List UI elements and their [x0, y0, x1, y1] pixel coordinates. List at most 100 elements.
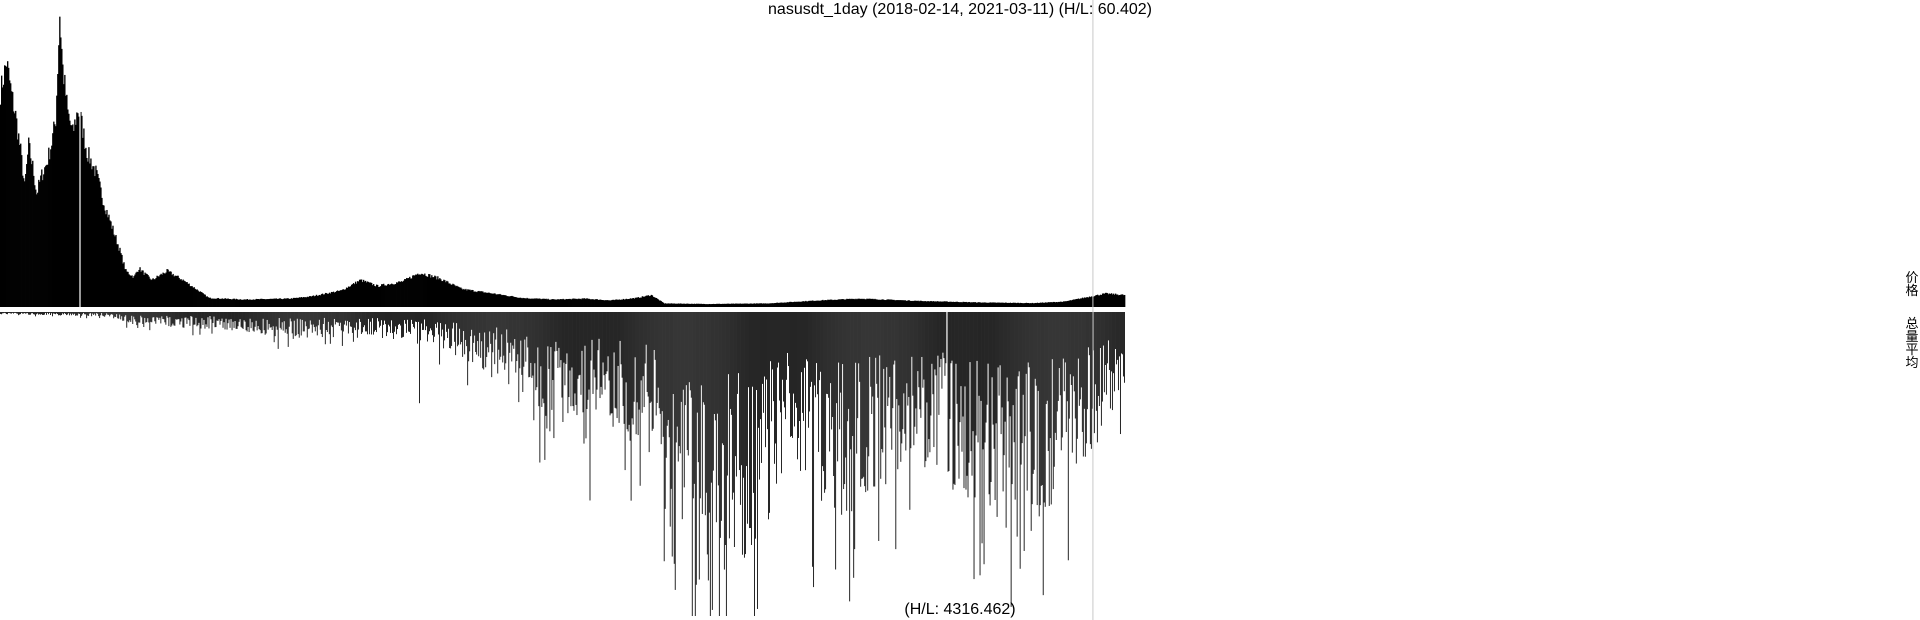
price-bar: [333, 292, 336, 307]
volume-bar: [1035, 312, 1037, 386]
volume-bar: [1024, 312, 1026, 437]
volume-bar: [808, 312, 810, 428]
price-bar: [53, 121, 55, 307]
volume-bar: [681, 312, 683, 520]
price-bar: [123, 262, 125, 307]
price-bar: [38, 179, 40, 307]
volume-bar: [79, 312, 81, 314]
price-bar: [575, 298, 577, 307]
price-bar: [264, 299, 267, 307]
price-bar: [372, 284, 375, 307]
volume-bar: [10, 312, 11, 314]
volume-bar: [864, 312, 866, 487]
volume-bar: [272, 312, 274, 327]
price-bar: [821, 300, 823, 307]
price-bar: [779, 302, 781, 307]
price-bar: [718, 303, 721, 307]
price-bar: [623, 299, 626, 307]
price-bar: [717, 303, 720, 307]
price-bar: [734, 303, 737, 307]
volume-bar: [826, 312, 828, 394]
volume-bar: [364, 312, 366, 332]
volume-bar: [255, 312, 257, 321]
price-bar: [410, 278, 412, 307]
price-bar: [167, 269, 169, 307]
price-bar: [359, 279, 362, 307]
volume-bar: [507, 312, 509, 343]
price-bar: [469, 289, 471, 307]
price-bar: [271, 298, 274, 307]
volume-bar: [781, 312, 782, 474]
price-bar: [200, 291, 202, 307]
price-bar: [29, 143, 31, 307]
volume-bar: [729, 312, 731, 409]
volume-bar: [102, 312, 104, 316]
volume-bar: [849, 312, 851, 602]
price-bar: [945, 301, 947, 307]
volume-bar: [1100, 312, 1102, 426]
volume-bar: [1090, 312, 1092, 449]
volume-bar: [888, 312, 890, 398]
volume-bar: [210, 312, 212, 320]
volume-bar: [831, 312, 833, 430]
price-bar: [641, 296, 644, 307]
volume-bar: [569, 312, 571, 371]
volume-bar: [367, 312, 369, 319]
volume-bar: [1060, 312, 1062, 451]
price-bar: [1049, 302, 1052, 307]
volume-bar: [1016, 312, 1018, 537]
price-bar: [1101, 293, 1104, 307]
price-bar: [603, 300, 605, 307]
volume-bar: [208, 312, 210, 329]
price-bar: [388, 283, 390, 307]
price-bar: [831, 299, 833, 307]
volume-bar: [61, 312, 63, 316]
volume-bar: [178, 312, 180, 320]
price-bar: [792, 302, 794, 307]
price-bar: [1010, 303, 1013, 307]
price-bar: [698, 303, 701, 307]
price-bar: [556, 299, 558, 307]
price-bar: [189, 286, 191, 307]
volume-bar: [165, 312, 167, 325]
volume-bar: [438, 312, 440, 335]
price-bar: [858, 298, 860, 307]
price-bar: [224, 298, 226, 307]
price-bar: [662, 302, 665, 307]
volume-bar: [834, 312, 836, 508]
volume-bar: [672, 312, 674, 394]
volume-bar: [213, 312, 215, 317]
price-bar: [145, 273, 147, 307]
volume-bar: [850, 312, 852, 450]
volume-bar: [20, 312, 21, 315]
volume-bar: [27, 312, 28, 314]
volume-bar: [295, 312, 297, 336]
price-bar: [674, 303, 677, 307]
volume-bar: [794, 312, 795, 427]
volume-bar: [725, 312, 727, 616]
volume-bar: [488, 312, 490, 353]
price-bar: [33, 175, 35, 307]
price-bar: [1085, 297, 1088, 307]
volume-bar: [294, 312, 296, 337]
volume-bar: [117, 312, 119, 319]
volume-bar: [457, 312, 459, 347]
price-bar: [46, 164, 48, 307]
volume-bar: [226, 312, 228, 330]
volume-bar: [779, 312, 780, 401]
price-bar: [665, 303, 668, 307]
price-bar: [65, 95, 67, 307]
volume-bar: [922, 312, 924, 388]
price-bar: [547, 298, 549, 307]
volume-bar: [822, 312, 824, 467]
volume-bar: [479, 312, 481, 333]
volume-bar: [807, 312, 808, 362]
volume-bar: [756, 312, 757, 391]
price-bar: [355, 283, 358, 307]
volume-bar: [639, 312, 641, 486]
volume-bar: [1042, 312, 1044, 596]
price-bar: [315, 294, 318, 307]
volume-bar: [1111, 312, 1113, 411]
price-bar: [783, 302, 785, 307]
price-bar: [927, 301, 929, 307]
